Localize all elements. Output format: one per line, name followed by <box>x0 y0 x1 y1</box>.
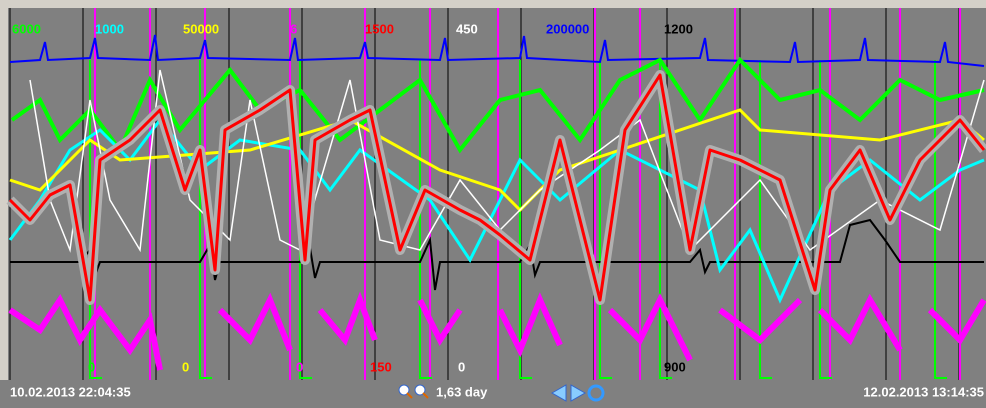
traces <box>6 34 986 371</box>
green-trace <box>10 56 985 154</box>
top-scale-label: 6 <box>290 21 297 36</box>
black-trace <box>10 218 984 291</box>
event-line <box>89 60 102 379</box>
top-scale-label: 200000 <box>546 21 589 36</box>
bottom-scale-label: 900 <box>664 359 686 374</box>
event-line <box>419 60 432 379</box>
top-scale-label: 1200 <box>664 21 693 36</box>
start-time: 10.02.2013 22:04:35 <box>10 384 131 399</box>
red-trace <box>8 73 986 302</box>
event-line <box>819 60 832 379</box>
zoom-in[interactable] <box>398 384 413 399</box>
time-span: 1,63 day <box>436 384 488 399</box>
end-time: 12.02.2013 13:14:35 <box>863 384 984 399</box>
event-line <box>934 60 947 379</box>
bottom-scale-label: 0 <box>296 359 303 374</box>
magenta-trace <box>8 291 986 371</box>
top-scale-label: 6000 <box>12 21 41 36</box>
bottom-scale-label: 150 <box>370 359 392 374</box>
bottom-scale-label: 0 <box>182 359 189 374</box>
scroll-left[interactable] <box>550 384 567 402</box>
bottom-scale-label: 0 <box>88 359 95 374</box>
footer-bar <box>0 380 986 403</box>
top-scale-label: 1000 <box>95 21 124 36</box>
scroll-right[interactable] <box>570 384 587 402</box>
bottom-scale-label: 0 <box>458 359 465 374</box>
blue-trace <box>9 34 985 67</box>
refresh[interactable] <box>587 384 605 402</box>
zoom-out[interactable] <box>414 384 429 399</box>
top-scale-label: 1500 <box>365 21 394 36</box>
top-scale-label: 50000 <box>183 21 219 36</box>
event-line <box>659 60 672 379</box>
event-line <box>519 60 532 379</box>
top-scale-label: 450 <box>456 21 478 36</box>
white-trace <box>29 69 985 253</box>
